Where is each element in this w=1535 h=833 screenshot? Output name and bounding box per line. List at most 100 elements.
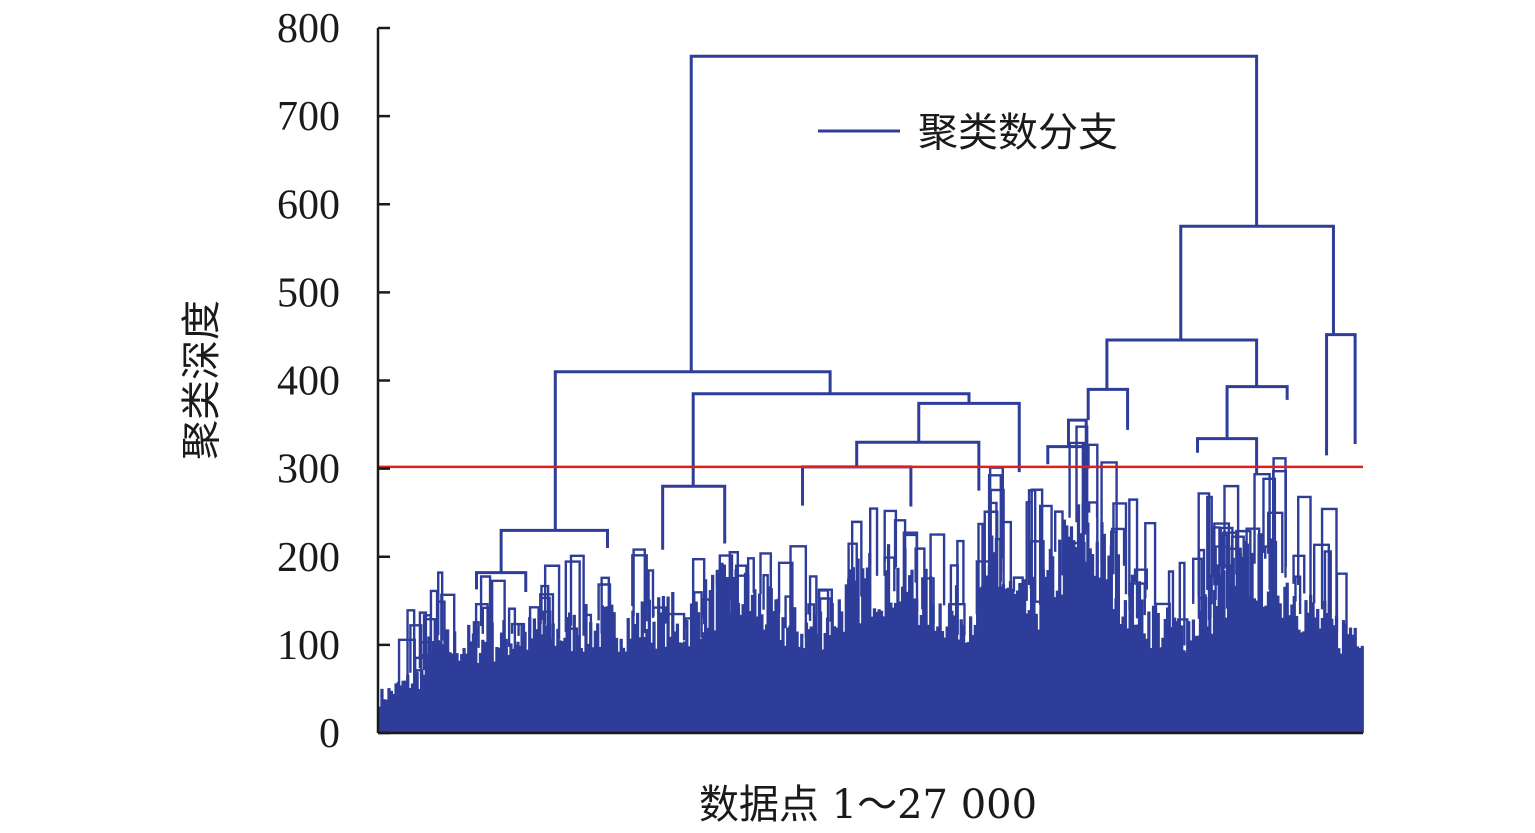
leaf-column [1055, 590, 1060, 733]
leaf-column [903, 548, 907, 733]
leaf-column [1201, 607, 1205, 733]
leaf-column [870, 616, 874, 733]
leaf-column [933, 630, 938, 733]
leaf-branch [415, 669, 423, 699]
leaf-branch [1227, 547, 1242, 587]
leaf-column [1037, 629, 1041, 733]
leaf-column [722, 564, 726, 733]
leaf-column [1313, 617, 1317, 733]
leaf-branch [1216, 564, 1233, 601]
leaf-branch [903, 533, 918, 584]
leaf-column [666, 596, 670, 733]
leaf-column [828, 635, 832, 733]
leaf-branch [1100, 461, 1118, 590]
leaf-column [802, 648, 806, 733]
leaf-branch [1220, 533, 1229, 609]
leaf-column [1173, 617, 1177, 733]
merge-branch [1086, 387, 1130, 430]
leaf-column [497, 647, 501, 733]
leaf-branch [734, 564, 748, 614]
leaf-branch [1133, 568, 1149, 590]
leaf-column [779, 639, 783, 733]
leaf-column [478, 653, 483, 733]
leaf-column [964, 642, 968, 733]
leaf-column [504, 638, 508, 733]
leaf-column [680, 642, 684, 733]
y-tick-label: 600 [277, 182, 340, 228]
leaf-column [1238, 553, 1242, 733]
leaf-column [464, 653, 469, 733]
x-axis-title: 数据点 1～27 000 [699, 782, 1037, 828]
leaf-column [781, 617, 785, 733]
leaf-column [378, 706, 382, 733]
leaf-branch [1219, 526, 1234, 588]
leaf-column [1018, 582, 1022, 733]
leaf-column [650, 642, 654, 733]
leaf-branch [1212, 526, 1221, 592]
leaf-column [891, 607, 895, 733]
leaf-branch [1128, 582, 1146, 616]
leaf-column [525, 649, 529, 733]
y-tick-label: 300 [277, 447, 340, 493]
leaf-column [1027, 610, 1031, 733]
leaf-branch [632, 548, 646, 634]
leaf-column [1109, 545, 1113, 733]
leaf-column [556, 628, 560, 733]
leaf-column [912, 598, 916, 733]
leaf-column [422, 674, 426, 733]
leaf-column [385, 699, 389, 733]
leaf-column [1344, 623, 1348, 733]
leaf-column [589, 622, 593, 733]
leaf-column [945, 626, 949, 733]
leaf-branch [1038, 504, 1053, 632]
leaf-column [1097, 577, 1102, 733]
leaf-column [1226, 556, 1231, 733]
leaf-column [582, 651, 586, 733]
leaf-column [966, 641, 970, 733]
leaf-column [800, 633, 804, 733]
leaf-column [638, 637, 642, 733]
merge-branch [1046, 445, 1090, 469]
leaf-column [1208, 582, 1212, 733]
leaf-column [1271, 545, 1275, 733]
leaf-column [1348, 627, 1353, 733]
leaf-column [1151, 605, 1156, 733]
leaf-column [413, 673, 417, 733]
leaf-column [990, 535, 994, 733]
leaf-branch [419, 641, 435, 686]
leaf-branch [585, 613, 593, 652]
leaf-branch [807, 603, 816, 640]
leaf-branch [1209, 574, 1222, 644]
leaf-column [474, 626, 478, 733]
leaf-branch [517, 623, 526, 647]
leaf-column [1034, 613, 1038, 733]
leaf-column [1041, 569, 1045, 733]
leaf-branch [1235, 529, 1252, 601]
leaf-branch [684, 617, 696, 637]
leaf-column [521, 636, 525, 733]
leaf-column [1196, 635, 1200, 733]
leaf-branch [702, 598, 711, 634]
leaf-column [1072, 540, 1076, 733]
leaf-column [546, 612, 551, 733]
leaf-branch [1271, 469, 1287, 567]
leaf-branch [715, 569, 725, 597]
leaf-column [809, 626, 813, 733]
leaf-column [659, 612, 663, 733]
leaf-column [1011, 588, 1015, 733]
leaf-column [1177, 619, 1181, 733]
leaf-column [797, 646, 802, 733]
leaf-column [570, 651, 574, 733]
leaf-branch [847, 542, 858, 588]
leaf-column [1083, 561, 1088, 733]
leaf-column [1107, 555, 1111, 733]
leaf-branch [929, 533, 946, 606]
leaf-column [506, 654, 511, 733]
leaf-column [467, 624, 471, 733]
leaf-branch [727, 576, 736, 608]
leaf-column [786, 627, 790, 733]
leaf-column [1140, 599, 1144, 733]
y-tick-label: 100 [277, 623, 340, 669]
leaf-column [539, 634, 544, 733]
leaf-column [1292, 595, 1296, 733]
